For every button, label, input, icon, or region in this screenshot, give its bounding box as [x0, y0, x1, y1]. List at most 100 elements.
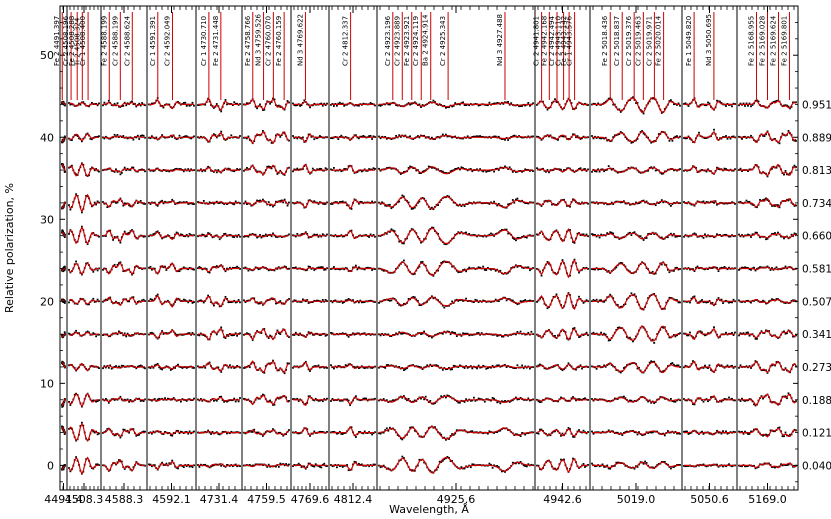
model-curve: [536, 397, 588, 403]
observed-point: [95, 335, 97, 338]
observed-point: [449, 460, 452, 462]
observed-point: [136, 202, 139, 204]
model-curve: [379, 364, 533, 370]
observed-point: [587, 168, 589, 171]
observed-point: [551, 203, 553, 206]
observed-point: [102, 235, 104, 237]
observed-point: [248, 464, 251, 466]
observed-point: [239, 332, 241, 335]
observed-point: [462, 101, 464, 104]
observed-point: [113, 102, 116, 105]
observed-point: [243, 169, 245, 172]
observed-point: [600, 299, 602, 302]
observed-point: [572, 198, 574, 201]
observed-point: [662, 172, 665, 175]
observed-point: [156, 293, 159, 296]
observed-point: [275, 235, 277, 238]
observed-point: [260, 332, 263, 334]
observed-point: [403, 259, 405, 262]
observed-point: [482, 235, 485, 238]
observed-point: [389, 103, 391, 106]
observed-point: [106, 428, 109, 430]
observed-point: [269, 204, 271, 207]
observed-point: [460, 466, 463, 468]
observed-point: [660, 236, 663, 239]
observed-point: [552, 136, 555, 139]
observed-point: [234, 463, 237, 466]
observed-point: [363, 301, 366, 303]
observed-point: [525, 465, 528, 468]
observed-point: [609, 293, 612, 296]
model-curve: [149, 168, 194, 172]
observed-point: [363, 268, 366, 271]
observed-point: [103, 365, 106, 367]
observed-point: [485, 235, 488, 238]
model-curve: [536, 458, 588, 473]
observed-point: [331, 332, 334, 335]
observed-point: [333, 105, 335, 107]
observed-point: [275, 465, 277, 468]
observed-point: [172, 366, 175, 369]
observed-point: [515, 333, 517, 336]
observed-point: [136, 170, 139, 173]
observed-point: [477, 364, 480, 367]
observed-point: [582, 463, 585, 465]
observed-point: [668, 271, 671, 274]
observed-point: [171, 434, 174, 437]
observed-point: [429, 469, 432, 472]
observed-point: [378, 366, 380, 369]
observed-point: [185, 367, 188, 369]
observed-point: [487, 432, 489, 435]
observed-point: [341, 102, 344, 105]
observed-point: [633, 431, 636, 434]
model-curve: [61, 426, 66, 434]
observed-point: [557, 334, 559, 337]
observed-point: [474, 298, 477, 301]
observed-point: [567, 399, 570, 402]
observed-point: [644, 460, 646, 463]
observed-point: [129, 205, 132, 208]
observed-point: [490, 301, 492, 303]
observed-point: [340, 201, 343, 203]
observed-point: [398, 200, 401, 203]
observed-point: [171, 169, 174, 172]
model-curve: [68, 456, 99, 476]
observed-point: [445, 457, 447, 460]
observed-point: [172, 397, 175, 399]
observed-point: [633, 293, 636, 296]
observed-point: [250, 204, 253, 207]
observed-point: [446, 456, 449, 458]
observed-point: [473, 135, 475, 138]
observed-point: [128, 300, 130, 303]
observed-point: [193, 397, 195, 400]
observed-point: [320, 266, 323, 268]
observed-point: [378, 302, 380, 304]
observed-point: [320, 333, 323, 336]
model-curve: [592, 293, 680, 311]
observed-point: [352, 332, 354, 335]
observed-point: [207, 429, 209, 432]
observed-point: [437, 269, 439, 272]
observed-point: [513, 201, 516, 204]
observed-point: [468, 201, 471, 204]
observed-point: [141, 365, 143, 368]
observed-point: [64, 104, 66, 107]
observed-point: [344, 168, 347, 170]
observed-point: [459, 203, 461, 206]
observed-point: [155, 136, 158, 139]
observed-point: [499, 402, 502, 405]
observed-point: [180, 233, 182, 236]
observed-point: [570, 397, 573, 400]
model-curve: [592, 167, 681, 174]
observed-point: [292, 170, 294, 173]
observed-point: [253, 297, 256, 300]
observed-point: [462, 300, 464, 302]
observed-point: [587, 334, 589, 337]
observed-point: [320, 466, 323, 469]
observed-point: [410, 228, 413, 230]
observed-point: [214, 134, 217, 136]
observed-point: [336, 104, 338, 107]
observed-point: [112, 239, 114, 241]
observed-point: [355, 436, 357, 438]
observed-point: [161, 105, 163, 107]
